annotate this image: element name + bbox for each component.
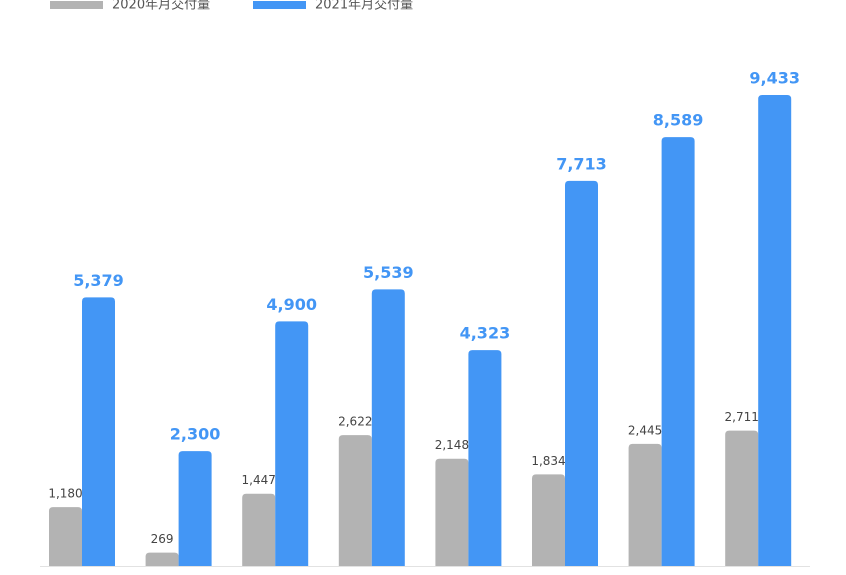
- value-label: 4,323: [460, 324, 511, 343]
- value-label: 4,900: [266, 295, 317, 314]
- value-label: 5,539: [363, 263, 414, 282]
- legend-swatch: [253, 1, 306, 9]
- value-label: 2,445: [628, 423, 662, 437]
- bar: [661, 137, 695, 566]
- bar: [725, 430, 759, 566]
- bar: [532, 474, 565, 566]
- value-label: 9,433: [749, 69, 800, 88]
- bar: [468, 350, 502, 566]
- value-label: 8,589: [653, 111, 704, 130]
- bar: [565, 180, 598, 567]
- legend-label: 2020年月交付量: [112, 0, 210, 13]
- value-label: 2,622: [338, 415, 372, 429]
- bar: [145, 552, 179, 566]
- legend-swatch: [50, 1, 103, 9]
- value-label: 7,713: [556, 154, 607, 173]
- value-label: 1,180: [48, 487, 82, 501]
- bar: [242, 493, 276, 566]
- bar: [758, 95, 792, 566]
- bar: [338, 435, 372, 566]
- bar: [435, 458, 469, 566]
- bar: [178, 451, 212, 566]
- bar: [275, 321, 309, 566]
- bar: [628, 443, 662, 566]
- value-label: 269: [151, 532, 174, 546]
- value-label: 5,379: [73, 271, 124, 290]
- legend-label: 2021年月交付量: [315, 0, 413, 13]
- value-label: 2,300: [170, 425, 221, 444]
- value-label: 2,711: [725, 410, 759, 424]
- bar: [371, 289, 405, 566]
- bar: [82, 297, 115, 566]
- value-label: 2,148: [435, 438, 469, 452]
- value-label: 1,447: [242, 473, 276, 487]
- value-label: 1,834: [531, 454, 565, 468]
- bar: [49, 507, 82, 566]
